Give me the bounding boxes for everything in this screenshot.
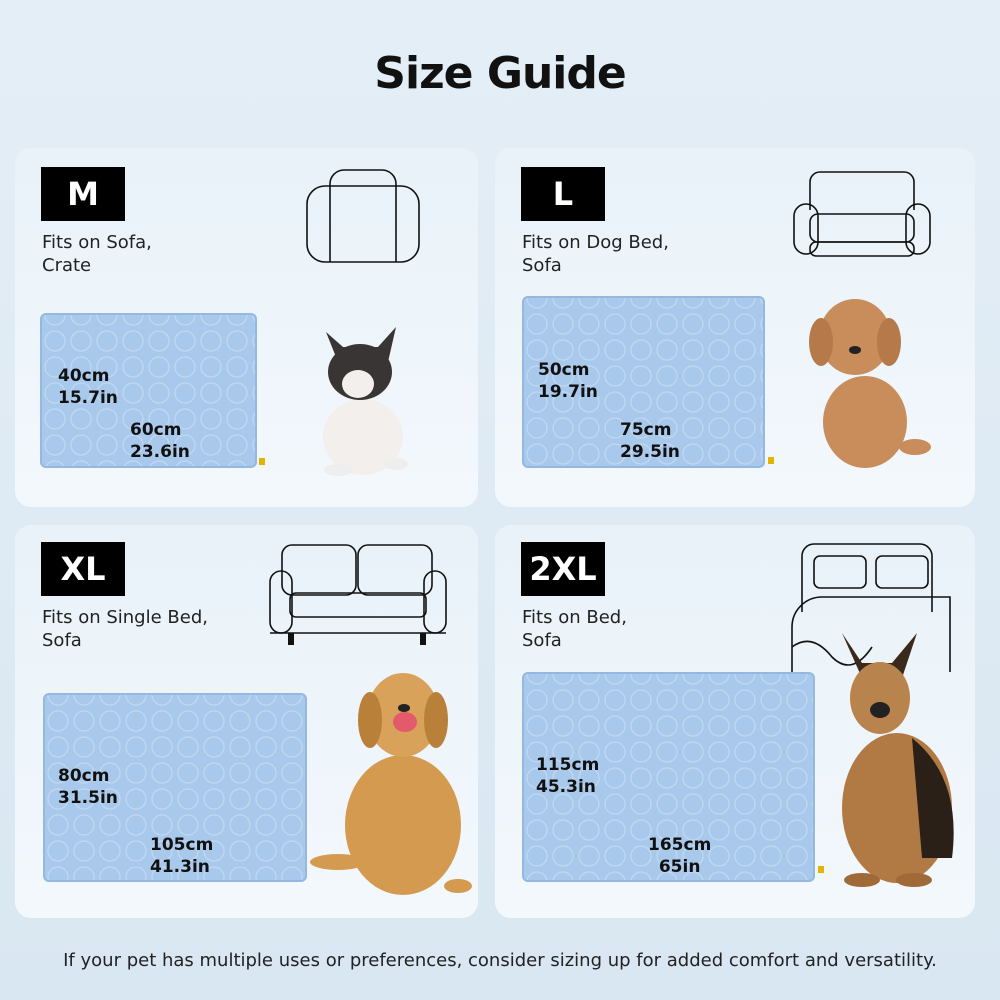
fits-text: Fits on Bed, Sofa	[522, 607, 627, 651]
mat-xl	[43, 693, 307, 882]
height-dimension: 40cm 15.7in	[58, 366, 118, 408]
brand-tag	[818, 866, 824, 873]
mat-2xl	[522, 672, 815, 882]
size-badge: XL	[41, 542, 125, 596]
width-dimension: 75cm 29.5in	[620, 420, 680, 462]
size-badge: L	[521, 167, 605, 221]
size-badge: 2XL	[521, 542, 605, 596]
fits-text: Fits on Sofa, Crate	[42, 232, 152, 276]
width-dimension: 165cm 65in	[648, 835, 712, 877]
french-bulldog-image	[323, 327, 408, 476]
width-dimension: 105cm 41.3in	[150, 835, 214, 877]
golden-retriever-image	[310, 673, 472, 895]
height-dimension: 80cm 31.5in	[58, 766, 118, 808]
page-title: Size Guide	[374, 48, 626, 99]
poodle-image	[809, 299, 931, 468]
brand-tag	[768, 457, 774, 464]
fits-text: Fits on Single Bed, Sofa	[42, 607, 208, 651]
footer-note: If your pet has multiple uses or prefere…	[63, 950, 937, 971]
height-dimension: 115cm 45.3in	[536, 755, 600, 797]
crate-bed-icon	[306, 169, 420, 263]
height-dimension: 50cm 19.7in	[538, 360, 598, 402]
size-badge: M	[41, 167, 125, 221]
fits-text: Fits on Dog Bed, Sofa	[522, 232, 669, 276]
mat-l	[522, 296, 765, 468]
brand-tag	[259, 458, 265, 465]
german-shepherd-image	[842, 633, 954, 887]
mat-m	[40, 313, 257, 468]
double-bed-icon	[791, 543, 951, 672]
sofa-icon	[269, 544, 447, 645]
dog-bed-icon	[793, 171, 931, 257]
width-dimension: 60cm 23.6in	[130, 420, 190, 462]
